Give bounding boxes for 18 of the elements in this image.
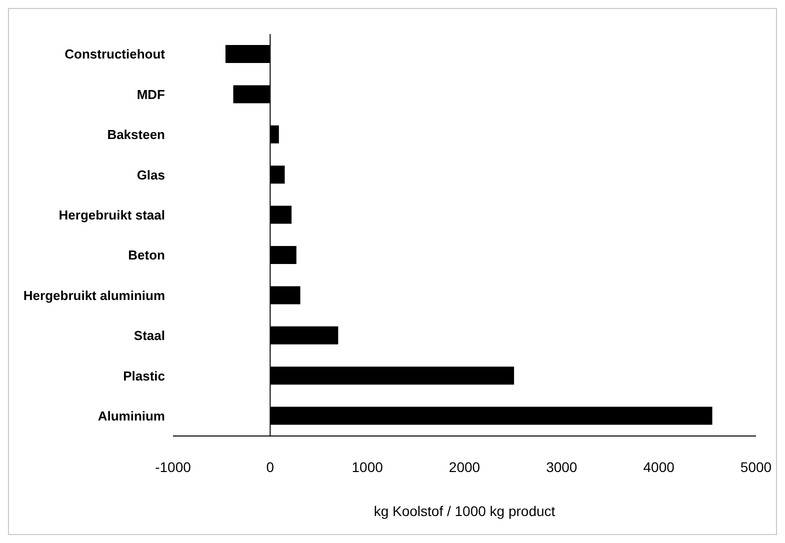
y-tick-label: Hergebruikt aluminium — [23, 288, 165, 303]
y-tick-label: Baksteen — [107, 127, 166, 142]
x-tick-label: -1000 — [155, 458, 192, 475]
y-tick-label: Beton — [128, 248, 166, 263]
x-tick-label: 1000 — [352, 458, 384, 475]
x-tick-label: 0 — [266, 458, 274, 475]
x-tick-label: 5000 — [740, 458, 772, 475]
y-tick-label: Plastic — [123, 368, 165, 384]
y-tick-label: Constructiehout — [64, 46, 166, 62]
x-tick-label: 3000 — [546, 458, 578, 475]
x-tick-label: 4000 — [643, 458, 675, 475]
y-tick-label: Staal — [134, 328, 165, 344]
x-tick-label: 2000 — [448, 458, 480, 475]
y-tick-label: Aluminium — [98, 408, 165, 424]
y-tick-label: Hergebruikt staal — [58, 208, 165, 223]
y-tick-label: Glas — [136, 167, 165, 182]
x-axis-title: kg Koolstof / 1000 kg product — [374, 503, 556, 519]
y-tick-label: MDF — [136, 86, 166, 102]
